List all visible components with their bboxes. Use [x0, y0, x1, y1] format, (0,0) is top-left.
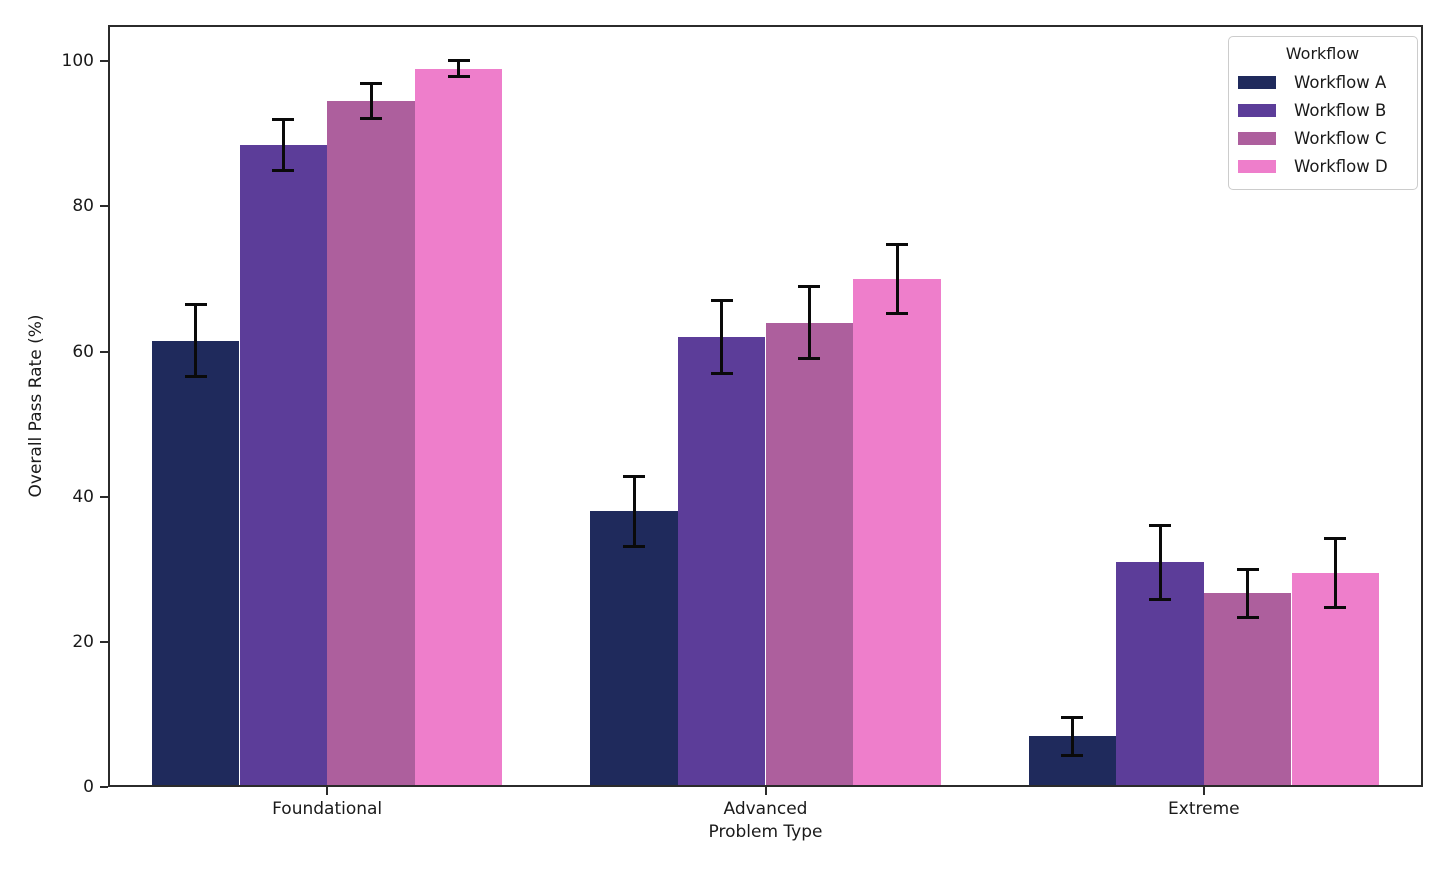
x-tick-mark [764, 787, 767, 795]
error-bar-line [1070, 717, 1074, 756]
error-bar-cap-bottom [1149, 597, 1171, 601]
error-bar-cap-bottom [886, 312, 908, 316]
error-bar-cap-bottom [1324, 605, 1347, 609]
error-bar-cap-top [447, 59, 470, 63]
legend-label: Workflow A [1294, 72, 1387, 92]
legend-entry-workflow-b: Workflow B [1238, 96, 1407, 124]
y-tick-label: 100 [61, 51, 94, 72]
legend-swatch-workflow-a [1238, 75, 1276, 89]
y-tick-label: 60 [72, 341, 94, 362]
error-bar-cap-top [184, 302, 207, 306]
bar-workflow-c-foundational [327, 101, 415, 787]
error-bar-cap-top [1061, 715, 1084, 719]
bar-workflow-b-advanced [677, 337, 766, 787]
bar-workflow-b-foundational [239, 144, 328, 787]
y-tick-mark [100, 786, 108, 788]
y-tick-label: 40 [72, 486, 94, 507]
error-bar-cap-top [623, 474, 645, 478]
legend-label: Workflow B [1294, 100, 1387, 120]
x-tick-label: Foundational [272, 799, 383, 819]
x-tick-label: Extreme [1168, 799, 1240, 819]
bar-workflow-a-advanced [590, 511, 678, 787]
legend-entry-workflow-d: Workflow D [1238, 152, 1407, 180]
error-bar-line [369, 83, 373, 119]
error-bar-line [457, 60, 461, 77]
error-bar-cap-bottom [710, 371, 733, 375]
error-bar-cap-bottom [623, 544, 645, 548]
error-bar-cap-bottom [1061, 753, 1084, 757]
error-bar-line [1246, 569, 1250, 618]
error-bar-line [895, 244, 899, 314]
error-bar-line [194, 304, 198, 377]
error-bar-cap-bottom [184, 375, 207, 379]
error-bar-cap-top [1236, 567, 1259, 571]
y-tick-mark [100, 60, 108, 63]
error-bar-line [632, 476, 636, 547]
y-tick-label: 80 [72, 196, 94, 217]
y-tick-mark [100, 205, 108, 208]
error-bar-cap-bottom [798, 356, 821, 360]
legend-swatch-workflow-b [1238, 103, 1276, 117]
bar-workflow-d-foundational [414, 68, 503, 787]
y-tick-mark [100, 640, 108, 643]
error-bar-cap-top [1324, 537, 1347, 541]
bar-workflow-c-advanced [765, 322, 854, 787]
bar-workflow-d-advanced [853, 279, 941, 787]
error-bar-cap-bottom [272, 168, 295, 172]
legend-label: Workflow D [1294, 156, 1388, 176]
error-bar-line [1158, 525, 1162, 600]
y-tick-label: 20 [72, 631, 94, 652]
error-bar-line [281, 119, 285, 171]
legend-entry-workflow-c: Workflow C [1238, 124, 1407, 152]
legend: Workflow Workflow A Workflow B Workflow … [1228, 36, 1418, 190]
error-bar-line [1333, 538, 1337, 607]
error-bar-cap-bottom [360, 117, 382, 121]
legend-swatch-workflow-c [1238, 131, 1276, 145]
legend-title: Workflow [1285, 44, 1360, 63]
x-tick-label: Advanced [723, 799, 808, 819]
error-bar-cap-bottom [1236, 615, 1259, 619]
plot-area [108, 25, 1423, 787]
bar-workflow-d-extreme [1291, 572, 1380, 787]
bar-workflow-a-foundational [151, 340, 240, 787]
y-tick-mark [100, 495, 108, 498]
error-bar-cap-top [710, 299, 733, 303]
y-tick-mark [100, 350, 108, 353]
x-tick-mark [1202, 787, 1205, 795]
error-bar-cap-top [798, 285, 821, 289]
error-bar-line [720, 300, 724, 374]
y-tick-label: 0 [83, 777, 94, 797]
legend-label: Workflow C [1294, 128, 1387, 148]
bar-workflow-c-extreme [1203, 593, 1292, 787]
error-bar-line [807, 286, 811, 359]
error-bar-cap-top [360, 82, 382, 86]
legend-entry-workflow-a: Workflow A [1238, 68, 1407, 96]
error-bar-cap-top [886, 242, 908, 246]
error-bar-cap-bottom [447, 75, 470, 79]
x-axis-label: Problem Type [708, 822, 823, 842]
error-bar-cap-top [272, 117, 295, 121]
error-bar-cap-top [1149, 523, 1171, 527]
x-tick-mark [326, 787, 329, 795]
legend-swatch-workflow-d [1238, 159, 1276, 173]
